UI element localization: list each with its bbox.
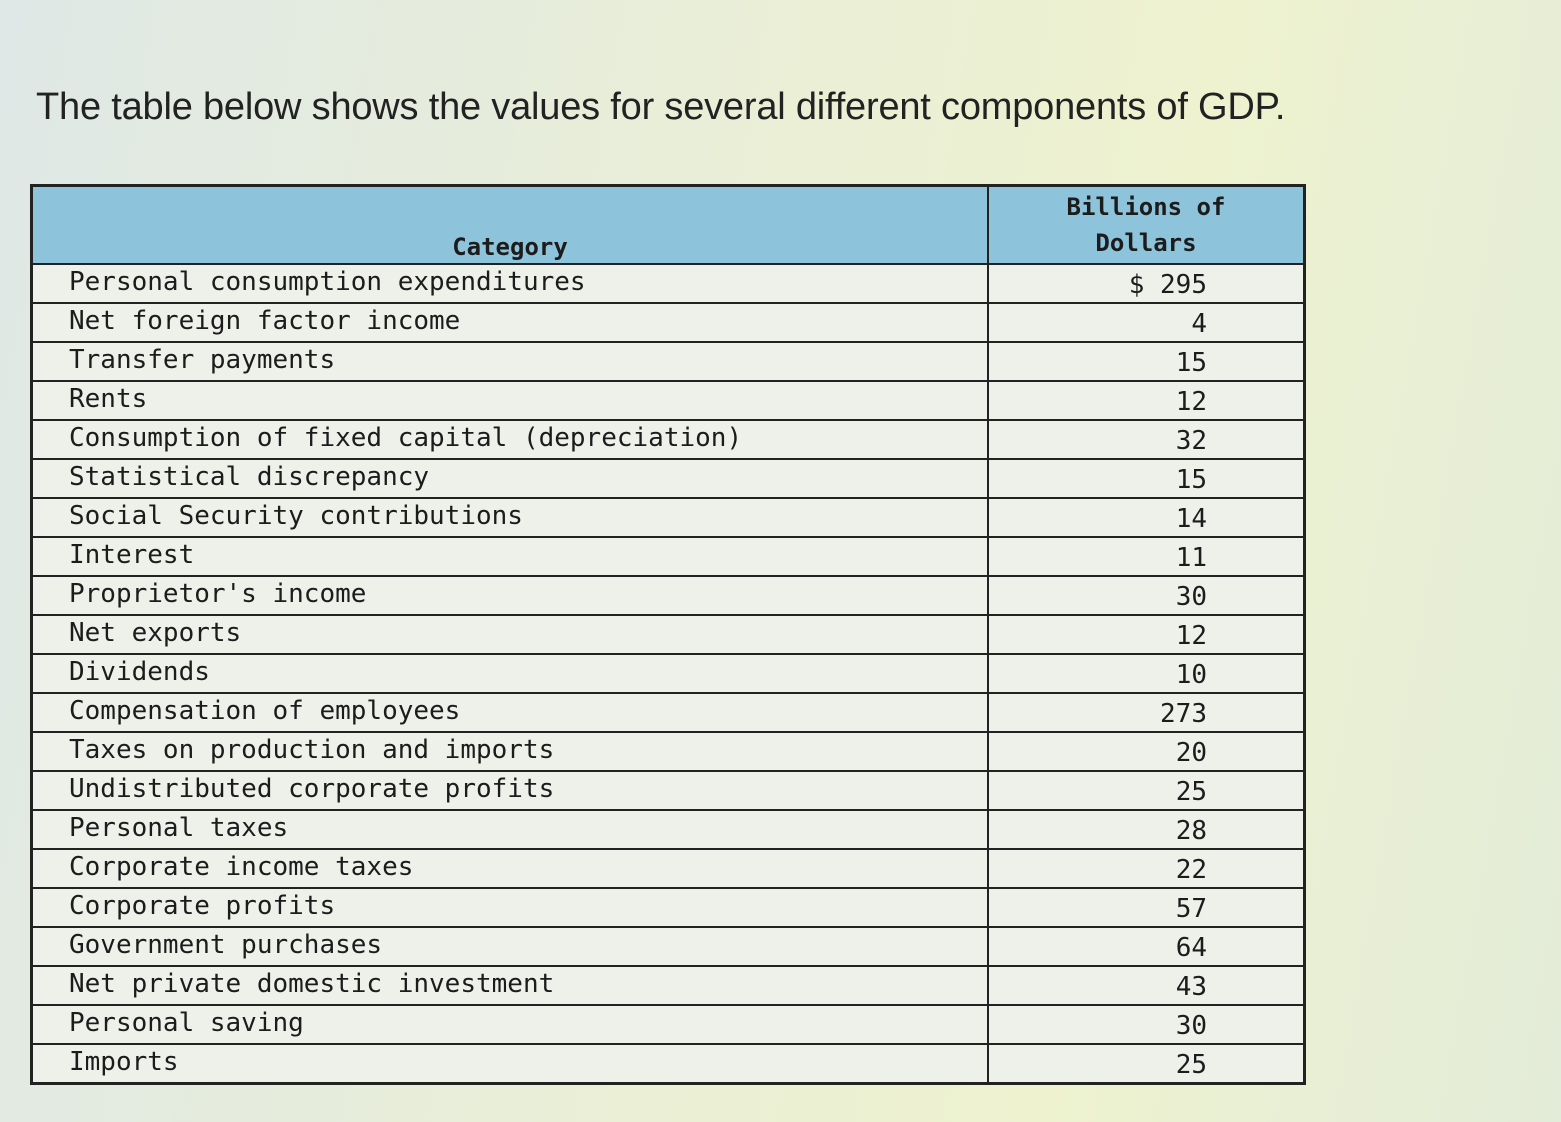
row-value: 12: [987, 380, 1306, 421]
category-header-label: Category: [452, 233, 568, 261]
row-category: Corporate profits: [30, 887, 989, 928]
row-value: 64: [987, 926, 1306, 967]
table-row: Statistical discrepancy 15: [30, 458, 1306, 499]
table-row: Consumption of fixed capital (depreciati…: [30, 419, 1306, 460]
row-value: 10: [987, 653, 1306, 694]
gdp-components-table: Category Billions of Dollars Personal co…: [30, 184, 1306, 1085]
table-row: Proprietor's income 30: [30, 575, 1306, 616]
row-category: Interest: [30, 536, 989, 577]
table-row: Social Security contributions 14: [30, 497, 1306, 538]
row-value: 12: [987, 614, 1306, 655]
table-row: Corporate income taxes 22: [30, 848, 1306, 889]
row-value: 32: [987, 419, 1306, 460]
table-row: Net private domestic investment 43: [30, 965, 1306, 1006]
row-category: Compensation of employees: [30, 692, 989, 733]
row-category: Dividends: [30, 653, 989, 694]
row-value: 25: [987, 1043, 1306, 1085]
row-value: 11: [987, 536, 1306, 577]
row-value: 14: [987, 497, 1306, 538]
intro-text: The table below shows the values for sev…: [36, 86, 1286, 128]
row-category: Imports: [30, 1043, 989, 1085]
table-row: Corporate profits 57: [30, 887, 1306, 928]
table-row: Personal saving 30: [30, 1004, 1306, 1045]
value-header-line1: Billions of: [1066, 193, 1226, 221]
table-row: Imports 25: [30, 1043, 1306, 1085]
table-row: Government purchases 64: [30, 926, 1306, 967]
row-category: Taxes on production and imports: [30, 731, 989, 772]
table-row: Rents 12: [30, 380, 1306, 421]
value-column-header: Billions of Dollars: [987, 184, 1306, 265]
row-category: Consumption of fixed capital (depreciati…: [30, 419, 989, 460]
row-category: Net foreign factor income: [30, 302, 989, 343]
row-category: Personal consumption expenditures: [30, 263, 989, 304]
row-category: Government purchases: [30, 926, 989, 967]
table-row: Undistributed corporate profits 25: [30, 770, 1306, 811]
category-column-header: Category: [30, 184, 989, 265]
row-value: 30: [987, 575, 1306, 616]
row-category: Undistributed corporate profits: [30, 770, 989, 811]
row-value: 22: [987, 848, 1306, 889]
row-value: 30: [987, 1004, 1306, 1045]
table-row: Personal taxes 28: [30, 809, 1306, 850]
row-value: $ 295: [987, 263, 1306, 304]
row-category: Personal saving: [30, 1004, 989, 1045]
row-category: Rents: [30, 380, 989, 421]
row-category: Corporate income taxes: [30, 848, 989, 889]
row-value: 20: [987, 731, 1306, 772]
table-row: Net foreign factor income 4: [30, 302, 1306, 343]
table-row: Transfer payments 15: [30, 341, 1306, 382]
row-value: 25: [987, 770, 1306, 811]
row-category: Statistical discrepancy: [30, 458, 989, 499]
table-row: Dividends 10: [30, 653, 1306, 694]
table-row: Compensation of employees 273: [30, 692, 1306, 733]
row-value: 28: [987, 809, 1306, 850]
table-row: Interest 11: [30, 536, 1306, 577]
row-value: 15: [987, 341, 1306, 382]
value-header-line2: Dollars: [1095, 229, 1197, 257]
row-category: Social Security contributions: [30, 497, 989, 538]
row-category: Proprietor's income: [30, 575, 989, 616]
row-value: 4: [987, 302, 1306, 343]
row-value: 57: [987, 887, 1306, 928]
row-value: 273: [987, 692, 1306, 733]
row-category: Net private domestic investment: [30, 965, 989, 1006]
table-row: Taxes on production and imports 20: [30, 731, 1306, 772]
row-value: 15: [987, 458, 1306, 499]
row-category: Personal taxes: [30, 809, 989, 850]
row-category: Transfer payments: [30, 341, 989, 382]
row-value: 43: [987, 965, 1306, 1006]
table-header-row: Category Billions of Dollars: [30, 184, 1306, 265]
row-category: Net exports: [30, 614, 989, 655]
table-row: Personal consumption expenditures $ 295: [30, 263, 1306, 304]
table-row: Net exports 12: [30, 614, 1306, 655]
